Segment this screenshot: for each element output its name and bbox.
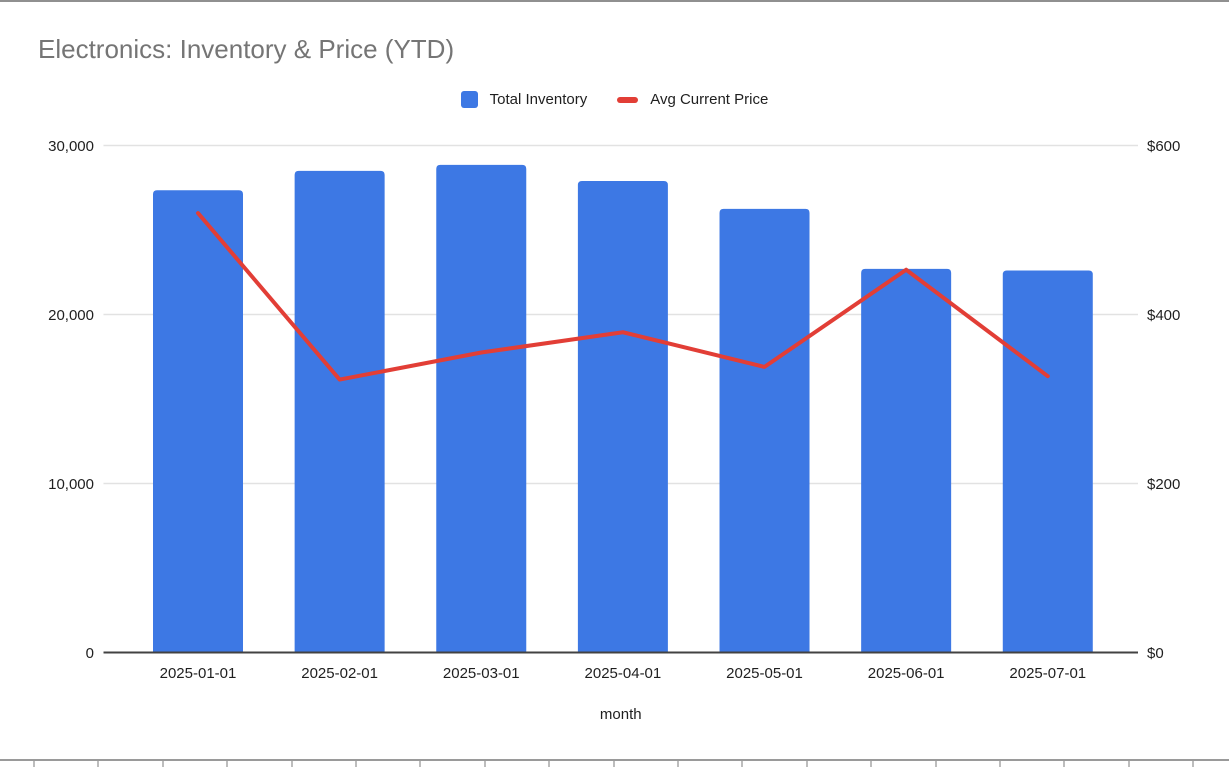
sheet-cell-border-tick — [805, 761, 808, 767]
sheet-cell-border-tick — [97, 761, 100, 767]
x-axis-tick-label: 2025-07-01 — [1009, 665, 1086, 682]
sheet-cell-border-tick — [419, 761, 422, 767]
sheet-cell-border-tick — [483, 761, 486, 767]
legend-square-icon — [460, 91, 478, 108]
bar-2025-06-01[interactable] — [861, 268, 952, 653]
left-axis-tick-label: 20,000 — [48, 307, 94, 324]
chart-title: Electronics: Inventory & Price (YTD) — [38, 34, 455, 64]
legend-item-avg-current-price[interactable]: Avg Current Price — [617, 91, 768, 108]
right-axis-tick-label: $200 — [1147, 476, 1180, 493]
bar-2025-03-01[interactable] — [436, 164, 527, 653]
bar-2025-07-01[interactable] — [1002, 270, 1093, 653]
bar-2025-02-01[interactable] — [294, 170, 385, 653]
sheet-cell-border-tick — [741, 761, 744, 767]
sheet-cell-border-tick — [677, 761, 679, 767]
legend-label: Avg Current Price — [650, 91, 769, 108]
x-axis-title: month — [600, 706, 642, 723]
left-axis-tick-label: 30,000 — [48, 138, 94, 155]
sheet-cell-border-tick — [1127, 761, 1130, 767]
sheet-cell-border-tick — [355, 761, 357, 767]
sheet-cell-border-tick — [33, 761, 35, 767]
legend-label: Total Inventory — [489, 91, 588, 108]
legend-line-icon — [617, 96, 639, 103]
sheet-cell-border-tick — [1063, 761, 1066, 767]
x-axis-tick-label: 2025-05-01 — [726, 665, 803, 682]
x-axis-tick-label: 2025-02-01 — [301, 665, 378, 682]
sheet-cell-border-tick — [612, 761, 615, 767]
sheet-cell-border-tick — [290, 761, 293, 767]
chart-plot-area[interactable]: 0 10,000 20,000 30,000 $0 $200 $400 $600 2025-01… — [0, 0, 1229, 745]
x-axis-tick-label: 2025-04-01 — [585, 665, 662, 682]
left-axis-tick-label: 10,000 — [48, 476, 94, 493]
sheet-cell-border-tick — [934, 761, 937, 767]
legend-item-total-inventory[interactable]: Total Inventory — [460, 91, 588, 108]
bar-2025-01-01[interactable] — [153, 190, 243, 653]
bar-2025-04-01[interactable] — [577, 180, 668, 653]
x-axis-tick-label: 2025-03-01 — [443, 665, 520, 682]
chart-top-border — [0, 0, 1229, 2]
chart-legend: Total Inventory Avg Current Price — [0, 91, 1229, 108]
x-axis-tick-label: 2025-01-01 — [160, 665, 237, 682]
sheet-cell-border-tick — [226, 761, 229, 767]
sheet-cell-border-tick — [161, 761, 164, 767]
x-axis-tick-label: 2025-06-01 — [868, 665, 945, 682]
right-axis-tick-label: $600 — [1147, 138, 1180, 155]
sheet-cell-border-tick — [548, 761, 551, 767]
right-axis-tick-label: $400 — [1147, 307, 1180, 324]
left-axis-tick-label: 0 — [86, 645, 94, 662]
sheet-cell-border-tick — [1192, 761, 1195, 767]
sheet-cell-border-tick — [870, 761, 873, 767]
sheet-row-border — [0, 759, 1229, 761]
sheet-cell-border-tick — [999, 761, 1001, 767]
price-line-series[interactable] — [196, 211, 1050, 382]
right-axis-tick-label: $0 — [1147, 645, 1164, 662]
bar-2025-05-01[interactable] — [719, 208, 810, 653]
